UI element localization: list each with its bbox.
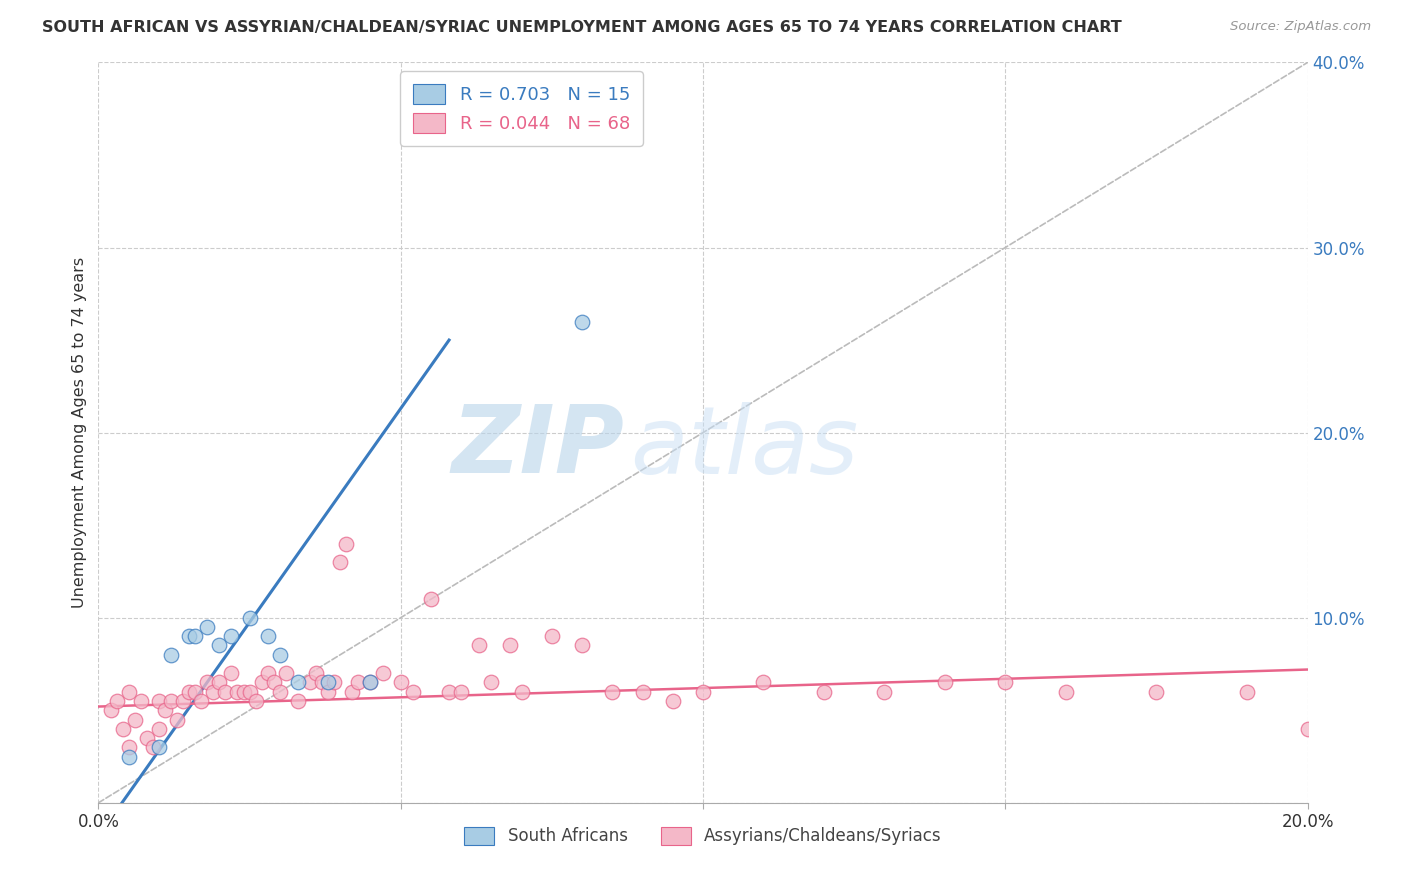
Point [226, 685, 249, 699]
Point [498, 639, 520, 653]
Point [221, 666, 243, 681]
Point [1296, 722, 1319, 736]
Point [179, 629, 201, 643]
Point [342, 685, 364, 699]
Text: ZIP: ZIP [451, 401, 624, 493]
Point [360, 675, 382, 690]
Point [540, 629, 562, 643]
Point [347, 675, 370, 690]
Point [287, 694, 309, 708]
Point [1236, 685, 1258, 699]
Point [571, 314, 593, 328]
Point [195, 675, 218, 690]
Point [153, 703, 176, 717]
Point [184, 685, 207, 699]
Point [190, 694, 212, 708]
Point [148, 722, 170, 736]
Point [274, 666, 297, 681]
Point [389, 675, 412, 690]
Point [437, 685, 460, 699]
Point [269, 685, 291, 699]
Point [316, 675, 339, 690]
Point [232, 685, 254, 699]
Point [305, 666, 328, 681]
Point [118, 749, 141, 764]
Point [148, 694, 170, 708]
Point [316, 685, 339, 699]
Point [360, 675, 382, 690]
Point [752, 675, 775, 690]
Text: SOUTH AFRICAN VS ASSYRIAN/CHALDEAN/SYRIAC UNEMPLOYMENT AMONG AGES 65 TO 74 YEARS: SOUTH AFRICAN VS ASSYRIAN/CHALDEAN/SYRIA… [42, 20, 1122, 35]
Point [571, 639, 593, 653]
Point [208, 675, 231, 690]
Point [813, 685, 835, 699]
Point [420, 592, 443, 607]
Point [135, 731, 157, 745]
Point [179, 685, 201, 699]
Point [450, 685, 472, 699]
Point [661, 694, 683, 708]
Point [105, 694, 128, 708]
Point [184, 629, 207, 643]
Point [1144, 685, 1167, 699]
Point [468, 639, 491, 653]
Point [111, 722, 134, 736]
Point [299, 675, 322, 690]
Point [142, 740, 165, 755]
Point [214, 685, 236, 699]
Point [172, 694, 194, 708]
Point [124, 713, 146, 727]
Text: atlas: atlas [630, 402, 859, 493]
Point [256, 666, 278, 681]
Point [602, 685, 624, 699]
Point [239, 685, 262, 699]
Text: Source: ZipAtlas.com: Source: ZipAtlas.com [1230, 20, 1371, 33]
Point [402, 685, 425, 699]
Point [118, 685, 141, 699]
Point [631, 685, 654, 699]
Point [221, 629, 243, 643]
Point [481, 675, 503, 690]
Point [994, 675, 1017, 690]
Y-axis label: Unemployment Among Ages 65 to 74 years: Unemployment Among Ages 65 to 74 years [72, 257, 87, 608]
Point [129, 694, 152, 708]
Point [263, 675, 285, 690]
Point [873, 685, 896, 699]
Point [1054, 685, 1077, 699]
Point [239, 610, 262, 624]
Point [148, 740, 170, 755]
Point [329, 555, 352, 569]
Point [510, 685, 533, 699]
Point [250, 675, 273, 690]
Point [287, 675, 309, 690]
Point [323, 675, 346, 690]
Point [160, 694, 183, 708]
Point [160, 648, 183, 662]
Legend: South Africans, Assyrians/Chaldeans/Syriacs: South Africans, Assyrians/Chaldeans/Syri… [456, 818, 950, 854]
Point [256, 629, 278, 643]
Point [934, 675, 956, 690]
Point [371, 666, 394, 681]
Point [166, 713, 188, 727]
Point [100, 703, 122, 717]
Point [335, 536, 357, 550]
Point [118, 740, 141, 755]
Point [692, 685, 714, 699]
Point [202, 685, 225, 699]
Point [245, 694, 267, 708]
Point [195, 620, 218, 634]
Point [269, 648, 291, 662]
Point [208, 639, 231, 653]
Point [311, 675, 333, 690]
